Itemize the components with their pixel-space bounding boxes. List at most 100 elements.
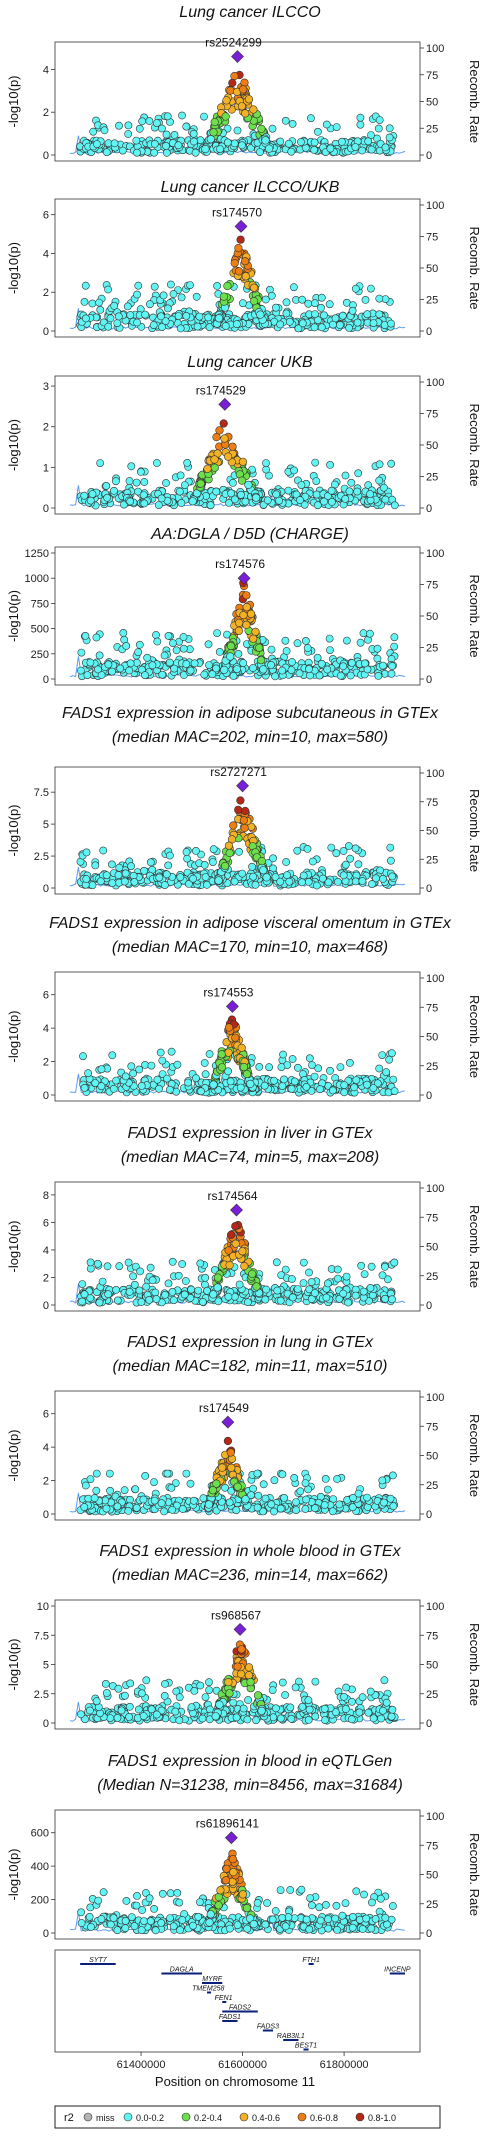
snp-point — [136, 1267, 144, 1276]
snp-point — [311, 1677, 320, 1686]
recomb-axis-label: Recomb. Rate — [467, 1205, 482, 1288]
snp-point — [112, 1076, 120, 1085]
snp-point — [276, 1504, 285, 1513]
snp-point — [335, 1500, 344, 1509]
snp-point — [312, 477, 321, 485]
snp-point — [259, 866, 268, 875]
recomb-tick-label: 100 — [426, 548, 444, 560]
snp-point — [388, 1902, 397, 1910]
snp-point — [127, 1062, 136, 1071]
snp-point — [86, 1258, 95, 1267]
recomb-axis-label: Recomb. Rate — [467, 789, 482, 872]
snp-point — [387, 459, 396, 468]
snp-point — [230, 139, 239, 148]
snp-point — [226, 641, 236, 651]
snp-point — [217, 1050, 226, 1059]
snp-point — [269, 1713, 278, 1722]
snp-point — [251, 880, 260, 889]
snp-point — [122, 1897, 131, 1905]
snp-point — [237, 490, 245, 499]
snp-point — [134, 648, 143, 657]
panel-title: FADS1 expression in adipose visceral ome… — [49, 915, 452, 932]
snp-point — [306, 671, 314, 680]
legend-label: 0.8-1.0 — [368, 2113, 396, 2123]
snp-point — [366, 284, 375, 293]
y-axis-label: -log10(p) — [6, 1848, 21, 1900]
snp-point — [390, 633, 399, 642]
snp-point — [389, 1502, 398, 1511]
snp-point — [228, 478, 237, 487]
recomb-tick-label: 75 — [426, 232, 438, 244]
snp-point — [116, 664, 125, 673]
recomb-tick-label: 50 — [426, 263, 438, 275]
recomb-axis-label: Recomb. Rate — [467, 403, 482, 486]
snp-point — [358, 1925, 367, 1933]
x-tick-label: 61600000 — [218, 2059, 267, 2071]
snp-point — [95, 651, 104, 660]
snp-point — [234, 805, 243, 814]
snp-point — [225, 1924, 234, 1933]
snp-point — [137, 1298, 146, 1306]
snp-point — [363, 1493, 371, 1502]
snp-point — [305, 1925, 314, 1934]
snp-point — [303, 845, 312, 853]
snp-point — [86, 658, 95, 667]
snp-point — [205, 661, 213, 669]
snp-point — [385, 124, 394, 133]
snp-point — [332, 1901, 341, 1910]
snp-point — [244, 1663, 254, 1672]
snp-point — [369, 1084, 378, 1092]
snp-point — [308, 1061, 316, 1069]
snp-point — [112, 1286, 120, 1294]
y-tick-label: 2 — [43, 287, 49, 299]
snp-point — [233, 1662, 242, 1671]
legend-label: 0.4-0.6 — [252, 2113, 280, 2123]
snp-point — [375, 310, 384, 319]
snp-point — [347, 1715, 356, 1724]
panel-title: FADS1 expression in liver in GTEx — [127, 1125, 373, 1142]
snp-point — [193, 322, 202, 331]
recomb-tick-label: 100 — [426, 1811, 444, 1823]
snp-point — [164, 632, 173, 640]
snp-point — [276, 1296, 285, 1305]
snp-point — [296, 138, 305, 146]
snp-point — [360, 1270, 369, 1278]
snp-point — [181, 1277, 190, 1285]
snp-point — [211, 1712, 220, 1721]
snp-point — [163, 304, 172, 313]
snp-point — [153, 637, 162, 646]
snp-point — [389, 1075, 398, 1084]
snp-point — [200, 1059, 209, 1067]
gene-label: DAGLA — [170, 1967, 194, 1974]
snp-point — [282, 858, 290, 866]
snp-point — [327, 486, 336, 495]
snp-point — [118, 146, 127, 155]
snp-point — [226, 86, 235, 95]
snp-point — [323, 1485, 332, 1494]
lead-snp-marker — [237, 571, 251, 585]
snp-point — [226, 652, 235, 661]
snp-point — [161, 1680, 169, 1688]
snp-point — [157, 1919, 166, 1927]
snp-point — [123, 302, 132, 311]
snp-point — [276, 1886, 285, 1894]
snp-point — [361, 295, 370, 304]
snp-point — [359, 629, 368, 638]
snp-point — [385, 133, 394, 142]
snp-point — [249, 872, 258, 881]
snp-point — [354, 1489, 363, 1498]
snp-point — [198, 1298, 207, 1306]
lead-snp-label: rs174529 — [196, 383, 246, 397]
snp-point — [104, 285, 112, 294]
snp-point — [150, 282, 159, 291]
snp-point — [209, 845, 218, 854]
snp-point — [149, 321, 158, 329]
snp-point — [261, 1920, 270, 1929]
snp-point — [351, 284, 360, 293]
snp-point — [267, 291, 276, 300]
snp-point — [254, 1491, 263, 1500]
snp-point — [162, 148, 171, 157]
snp-point — [305, 665, 313, 673]
snp-point — [114, 1684, 123, 1693]
y-tick-label: 0 — [43, 1928, 49, 1940]
